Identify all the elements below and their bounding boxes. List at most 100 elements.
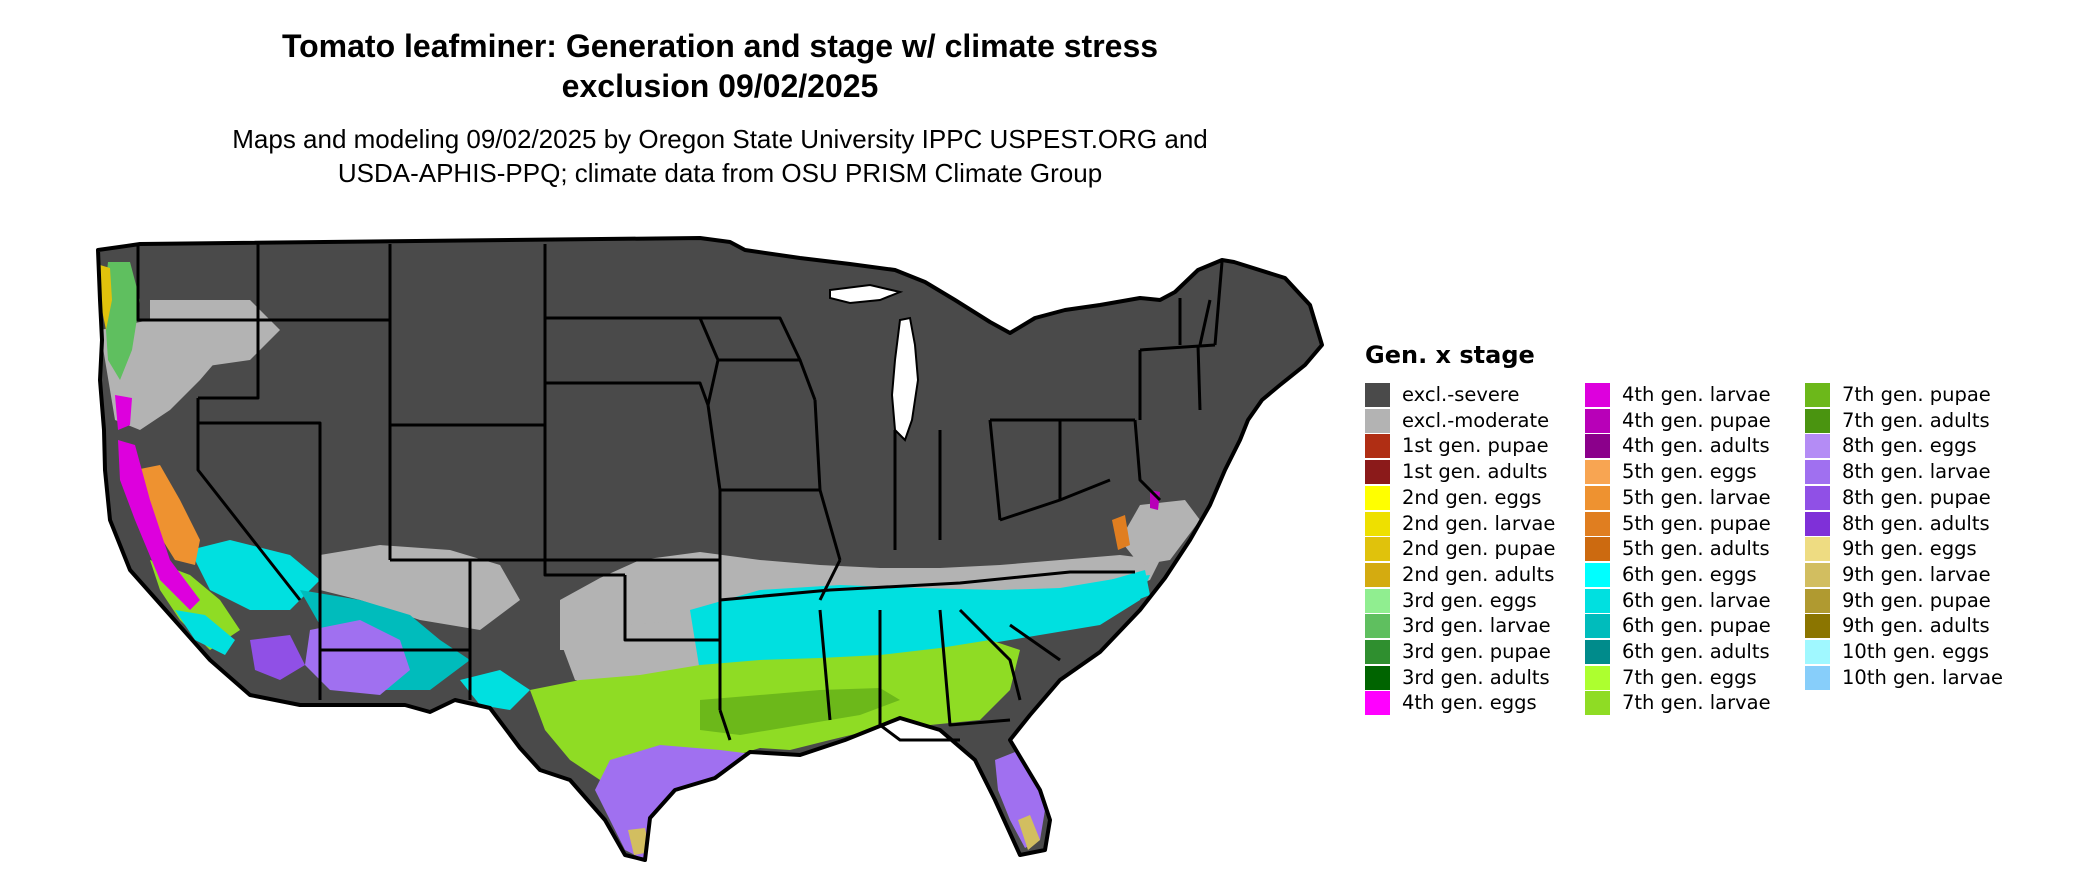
- zone-6th-gen-west: [190, 540, 320, 610]
- legend-swatch: [1805, 640, 1830, 664]
- zone-9th-gen-florida: [1018, 815, 1040, 850]
- legend-item: 7th gen. adults: [1805, 408, 2030, 434]
- legend-swatch: [1805, 537, 1830, 562]
- legend-label: 1st gen. adults: [1402, 460, 1548, 484]
- zone-8th-gen-socal: [250, 635, 305, 680]
- legend-label: 2nd gen. larvae: [1402, 511, 1556, 535]
- legend-swatch: [1585, 588, 1610, 613]
- zone-6th-gen-tx-west: [460, 670, 530, 710]
- zone-3rd-gen-pacific: [104, 262, 140, 380]
- legend-label: 2nd gen. pupae: [1402, 537, 1556, 561]
- legend-swatch: [1805, 511, 1830, 536]
- legend-swatch: [1585, 691, 1610, 716]
- legend-item: 1st gen. pupae: [1365, 433, 1590, 459]
- legend-item: 7th gen. eggs: [1585, 665, 1810, 691]
- legend-item: 5th gen. adults: [1585, 536, 1810, 562]
- map-subtitle-line-2: USDA-APHIS-PPQ; climate data from OSU PR…: [337, 158, 1103, 188]
- legend-item: 3rd gen. pupae: [1365, 639, 1590, 665]
- legend-item: 6th gen. larvae: [1585, 588, 1810, 614]
- legend-swatch: [1805, 408, 1830, 433]
- legend-swatch: [1585, 665, 1610, 690]
- legend-swatch: [1585, 640, 1610, 664]
- legend-item: 3rd gen. adults: [1365, 665, 1590, 691]
- legend-swatch: [1805, 434, 1830, 459]
- legend-item: 5th gen. eggs: [1585, 459, 1810, 485]
- legend-label: 9th gen. adults: [1842, 614, 1990, 638]
- legend-label: 6th gen. adults: [1622, 640, 1770, 663]
- legend-label: 4th gen. pupae: [1622, 408, 1771, 432]
- us-map-svg: [96, 236, 1324, 862]
- legend-swatch: [1365, 383, 1390, 407]
- legend-item: 1st gen. adults: [1365, 459, 1590, 485]
- us-map: [90, 225, 1340, 890]
- legend-swatch: [1365, 614, 1390, 639]
- legend-item: 2nd gen. larvae: [1365, 511, 1590, 537]
- map-legend: Gen. x stage excl.-severe excl.-moderate 1…: [1365, 340, 2065, 780]
- legend-label: 3rd gen. larvae: [1402, 614, 1551, 638]
- legend-label: excl.-moderate: [1402, 408, 1550, 432]
- legend-label: 4th gen. eggs: [1402, 691, 1537, 715]
- legend-label: 8th gen. eggs: [1842, 434, 1977, 458]
- legend-label: 9th gen. eggs: [1842, 537, 1977, 561]
- legend-swatch: [1585, 460, 1610, 485]
- zone-excl-moderate-mid: [1120, 500, 1200, 565]
- legend-item: 10th gen. eggs: [1805, 639, 2030, 665]
- legend-label: 5th gen. larvae: [1622, 485, 1771, 509]
- legend-item: 4th gen. adults: [1585, 433, 1810, 459]
- lake-michigan: [890, 316, 920, 442]
- legend-swatch: [1805, 614, 1830, 639]
- legend-swatch: [1585, 383, 1610, 407]
- legend-item: 2nd gen. eggs: [1365, 485, 1590, 511]
- legend-label: 4th gen. adults: [1622, 434, 1770, 458]
- legend-swatch: [1805, 460, 1830, 485]
- legend-label: 2nd gen. adults: [1402, 562, 1555, 586]
- legend-swatch: [1585, 511, 1610, 536]
- legend-swatch: [1365, 434, 1390, 459]
- zone-4th-gen-nj: [1150, 490, 1160, 510]
- legend-swatch: [1365, 640, 1390, 664]
- legend-swatch: [1365, 408, 1390, 433]
- legend-label: 3rd gen. adults: [1402, 665, 1550, 689]
- legend-label: 6th gen. larvae: [1622, 588, 1771, 612]
- legend-label: 8th gen. larvae: [1842, 460, 1991, 484]
- legend-label: 7th gen. pupae: [1842, 383, 1991, 406]
- legend-swatch: [1585, 614, 1610, 639]
- legend-swatch: [1365, 485, 1390, 510]
- legend-item: 5th gen. larvae: [1585, 485, 1810, 511]
- legend-label: 5th gen. adults: [1622, 537, 1770, 561]
- legend-swatch: [1365, 537, 1390, 562]
- legend-swatch: [1365, 460, 1390, 485]
- legend-item: 8th gen. pupae: [1805, 485, 2030, 511]
- legend-item: 3rd gen. eggs: [1365, 588, 1590, 614]
- zone-5th-gen-central-valley: [135, 465, 200, 565]
- legend-label: 9th gen. larvae: [1842, 562, 1991, 586]
- legend-label: 7th gen. adults: [1842, 408, 1990, 432]
- legend-label: excl.-severe: [1402, 383, 1520, 406]
- legend-item: 8th gen. larvae: [1805, 459, 2030, 485]
- legend-swatch: [1365, 665, 1390, 690]
- legend-swatch: [1585, 434, 1610, 459]
- legend-label: 1st gen. pupae: [1402, 434, 1549, 458]
- us-outline: [96, 236, 1324, 862]
- zone-6th-gen-band: [690, 575, 1150, 678]
- legend-label: 8th gen. adults: [1842, 511, 1990, 535]
- legend-item: 2nd gen. pupae: [1365, 536, 1590, 562]
- legend-swatch: [1365, 511, 1390, 536]
- legend-swatch: [1585, 408, 1610, 433]
- legend-item: 9th gen. adults: [1805, 613, 2030, 639]
- map-title-line-1: Tomato leafminer: Generation and stage w…: [281, 28, 1159, 64]
- legend-item: 6th gen. pupae: [1585, 613, 1810, 639]
- zone-7th-gen-darker: [700, 688, 900, 735]
- zone-8th-gen-florida: [995, 750, 1045, 848]
- legend-item: 9th gen. pupae: [1805, 588, 2030, 614]
- legend-swatch: [1805, 588, 1830, 613]
- legend-swatch: [1365, 691, 1390, 716]
- legend-label: 10th gen. larvae: [1842, 665, 2004, 689]
- map-title-line-2: exclusion 09/02/2025: [561, 68, 879, 104]
- legend-item: excl.-moderate: [1365, 408, 1590, 434]
- state-borders: [136, 244, 1224, 742]
- legend-item: 4th gen. larvae: [1585, 382, 1810, 408]
- legend-swatch: [1805, 562, 1830, 587]
- legend-label: 6th gen. eggs: [1622, 562, 1757, 586]
- zone-6th-gen-nc-coast: [1110, 570, 1150, 605]
